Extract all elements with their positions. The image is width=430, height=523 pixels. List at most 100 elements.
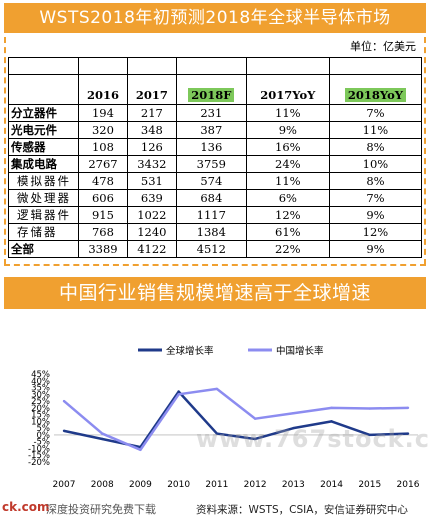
table-cell: 2767 [78, 155, 128, 173]
x-tick-label: 2012 [244, 480, 267, 490]
table-cell: 10% [328, 155, 423, 173]
table-row: 分立器件 194 217 231 11% 7% [8, 104, 423, 122]
table-row: 存储器 768 1240 1384 61% 12% [8, 223, 423, 241]
y-tick-label: 5% [37, 424, 51, 434]
table-cell: 231 [175, 104, 247, 122]
table-cell: 8% [328, 138, 423, 156]
table-cell: 22% [245, 240, 330, 258]
table-cell: 3432 [126, 155, 177, 173]
x-tick-label: 2015 [358, 480, 381, 490]
data-point [62, 399, 66, 403]
table-cell: 16% [245, 138, 330, 156]
semiconductor-market-table: 2016 2017 2018F 2017YoY 2018YoY 分立器件 194 217 231… [8, 57, 423, 258]
growth-rate-line-chart: 全球增长率 中国增长率 -20%-15%-10%-5%0%5%10%15%20%25… [28, 345, 420, 490]
table-cell: 531 [126, 172, 177, 190]
table-cell: 768 [78, 223, 128, 241]
row-label: 分立器件 [8, 104, 79, 122]
table-cell: 12% [245, 206, 330, 224]
table-spacer-row [8, 57, 423, 75]
table-cell: 9% [328, 206, 423, 224]
row-label: 存储器 [8, 223, 79, 241]
y-tick-label: 45% [31, 370, 50, 380]
table-cell: 639 [126, 189, 177, 207]
chart-title-banner: 中国行业销售规模增速高于全球增速 [4, 277, 426, 309]
highlighted-header: 2018YoY [344, 88, 406, 102]
data-point [406, 432, 410, 435]
footer-slogan: 深度投资研究免费下载 [46, 503, 156, 516]
y-tick-label: 15% [31, 411, 50, 421]
table-cell: 136 [175, 138, 247, 156]
table-row: 集成电路 2767 3432 3759 24% 10% [8, 155, 423, 173]
x-tick-label: 2013 [282, 480, 305, 490]
data-point [253, 437, 257, 441]
table-cell: 4122 [126, 240, 177, 258]
table-cell: 11% [245, 104, 330, 122]
column-header: 2018F [175, 74, 247, 105]
legend-label: 全球增长率 [166, 345, 214, 357]
table-cell: 11% [328, 121, 423, 139]
data-point [292, 412, 295, 415]
y-tick-label: -5% [33, 438, 50, 448]
legend-label: 中国增长率 [276, 345, 324, 357]
y-tick-label: 10% [31, 417, 50, 427]
row-label: 光电元件 [8, 121, 79, 139]
data-point [177, 393, 180, 396]
x-tick-label: 2014 [320, 480, 343, 490]
data-point [368, 433, 371, 437]
table-row: 微处理器 606 639 684 6% 7% [8, 189, 423, 207]
table-title-banner: WSTS2018年初预测2018年全球半导体市场 [4, 3, 426, 33]
highlighted-header: 2018F [188, 88, 235, 102]
y-tick-label: 20% [31, 404, 50, 414]
table-row: 模拟器件 478 531 574 11% 8% [8, 172, 423, 190]
data-point [368, 407, 371, 410]
data-point [177, 390, 180, 393]
table-cell: 1240 [126, 223, 177, 241]
row-label: 集成电路 [8, 155, 79, 173]
row-label: 全部 [8, 240, 79, 258]
x-tick-label: 2011 [205, 480, 228, 490]
y-tick-label: -10% [28, 444, 50, 454]
y-tick-label: 35% [31, 384, 50, 394]
table-cell: 6% [245, 189, 330, 207]
x-tick-label: 2010 [167, 480, 190, 490]
data-point [62, 429, 66, 433]
row-label: 模拟器件 [8, 172, 79, 190]
y-tick-label: -20% [28, 458, 50, 468]
footer: ck.com 深度投资研究免费下载 资料来源：WSTS，CSIA，安信证券研究中… [0, 497, 430, 519]
table-row: 逻辑器件 915 1022 1117 12% 9% [8, 206, 423, 224]
table-cell: 8% [328, 172, 423, 190]
table-cell: 194 [78, 104, 128, 122]
table-cell: 126 [126, 138, 177, 156]
column-header: 2016 [78, 74, 128, 105]
data-point [330, 406, 333, 410]
x-tick-label: 2008 [91, 480, 114, 490]
data-point [253, 417, 257, 420]
table-frame-left [4, 37, 6, 265]
table-row: 全部 3389 4122 4512 22% 9% [8, 240, 423, 258]
watermark: www.767stock.com [196, 425, 430, 453]
row-label: 传感器 [8, 138, 79, 156]
table-cell: 4512 [175, 240, 247, 258]
table-cell: 7% [328, 104, 423, 122]
footer-site: ck.com [2, 500, 50, 514]
data-point [215, 387, 219, 391]
row-label: 微处理器 [8, 189, 79, 207]
row-label: 逻辑器件 [8, 206, 79, 224]
table-row: 传感器 108 126 136 16% 8% [8, 138, 423, 156]
table-cell: 387 [175, 121, 247, 139]
table-cell: 11% [245, 172, 330, 190]
table-row: 光电元件 320 348 387 9% 11% [8, 121, 423, 139]
table-cell: 320 [78, 121, 128, 139]
data-point [406, 406, 410, 410]
table-cell: 9% [245, 121, 330, 139]
unit-label: 单位：亿美元 [350, 40, 416, 53]
table-cell: 12% [328, 223, 423, 241]
table-cell: 3389 [78, 240, 128, 258]
table-cell: 1117 [175, 206, 247, 224]
column-header: 2017 [126, 74, 177, 105]
table-header-row: 2016 2017 2018F 2017YoY 2018YoY [8, 74, 423, 105]
table-cell: 348 [126, 121, 177, 139]
data-point [330, 420, 333, 423]
table-cell: 1384 [175, 223, 247, 241]
table-cell: 1022 [126, 206, 177, 224]
